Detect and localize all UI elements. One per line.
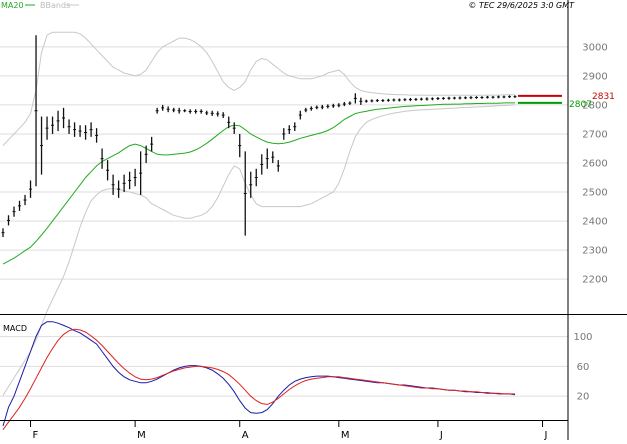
last-price-label: 2831 bbox=[592, 92, 615, 102]
macd-tick-label: 100 bbox=[573, 332, 592, 343]
copyright-label: © TEC 29/6/2025 3:0 GMT bbox=[468, 1, 575, 10]
price-tick-label: 2800 bbox=[582, 100, 607, 111]
price-tick-label: 2200 bbox=[582, 275, 607, 286]
price-tick-label: 2400 bbox=[582, 217, 607, 228]
macd-tick-label: 20 bbox=[577, 392, 590, 403]
price-tick-label: 2300 bbox=[582, 246, 607, 257]
price-tick-label: 2700 bbox=[582, 129, 607, 140]
macd-panel bbox=[0, 317, 568, 420]
price-tick-label: 2900 bbox=[582, 71, 607, 82]
bband-upper-line bbox=[2, 31, 515, 146]
x-tick-label: M bbox=[137, 430, 146, 440]
macd-tick-label: 60 bbox=[577, 362, 590, 373]
bbands-legend-label: BBands bbox=[40, 1, 70, 10]
price-bars bbox=[1, 35, 517, 238]
ma20-legend-label: MA20 bbox=[1, 1, 24, 10]
macd-gridlines bbox=[0, 336, 568, 397]
price-tick-label: 2600 bbox=[582, 159, 607, 170]
x-tick-label: J bbox=[439, 430, 443, 440]
macd-title: MACD bbox=[3, 324, 27, 333]
signal-line bbox=[2, 328, 515, 430]
y-axis-labels: 2200 2300 2400 2500 2600 2700 2800 2900 3000 20 60… bbox=[573, 42, 607, 402]
price-gridlines bbox=[0, 46, 568, 280]
price-tick-label: 2500 bbox=[582, 188, 607, 199]
x-tick-label: F bbox=[33, 430, 39, 440]
bband-lower-line bbox=[2, 104, 516, 396]
x-tick-label: M bbox=[341, 430, 350, 440]
ma20-layer bbox=[2, 102, 515, 265]
ma20-line bbox=[2, 102, 515, 265]
x-tick-label: A bbox=[242, 430, 249, 440]
macd-lines bbox=[2, 321, 516, 430]
price-tick-label: 3000 bbox=[582, 42, 607, 53]
x-tick-label: J bbox=[544, 430, 548, 440]
ma-value-label: 2807 bbox=[569, 100, 592, 110]
bollinger-bands bbox=[2, 31, 516, 396]
